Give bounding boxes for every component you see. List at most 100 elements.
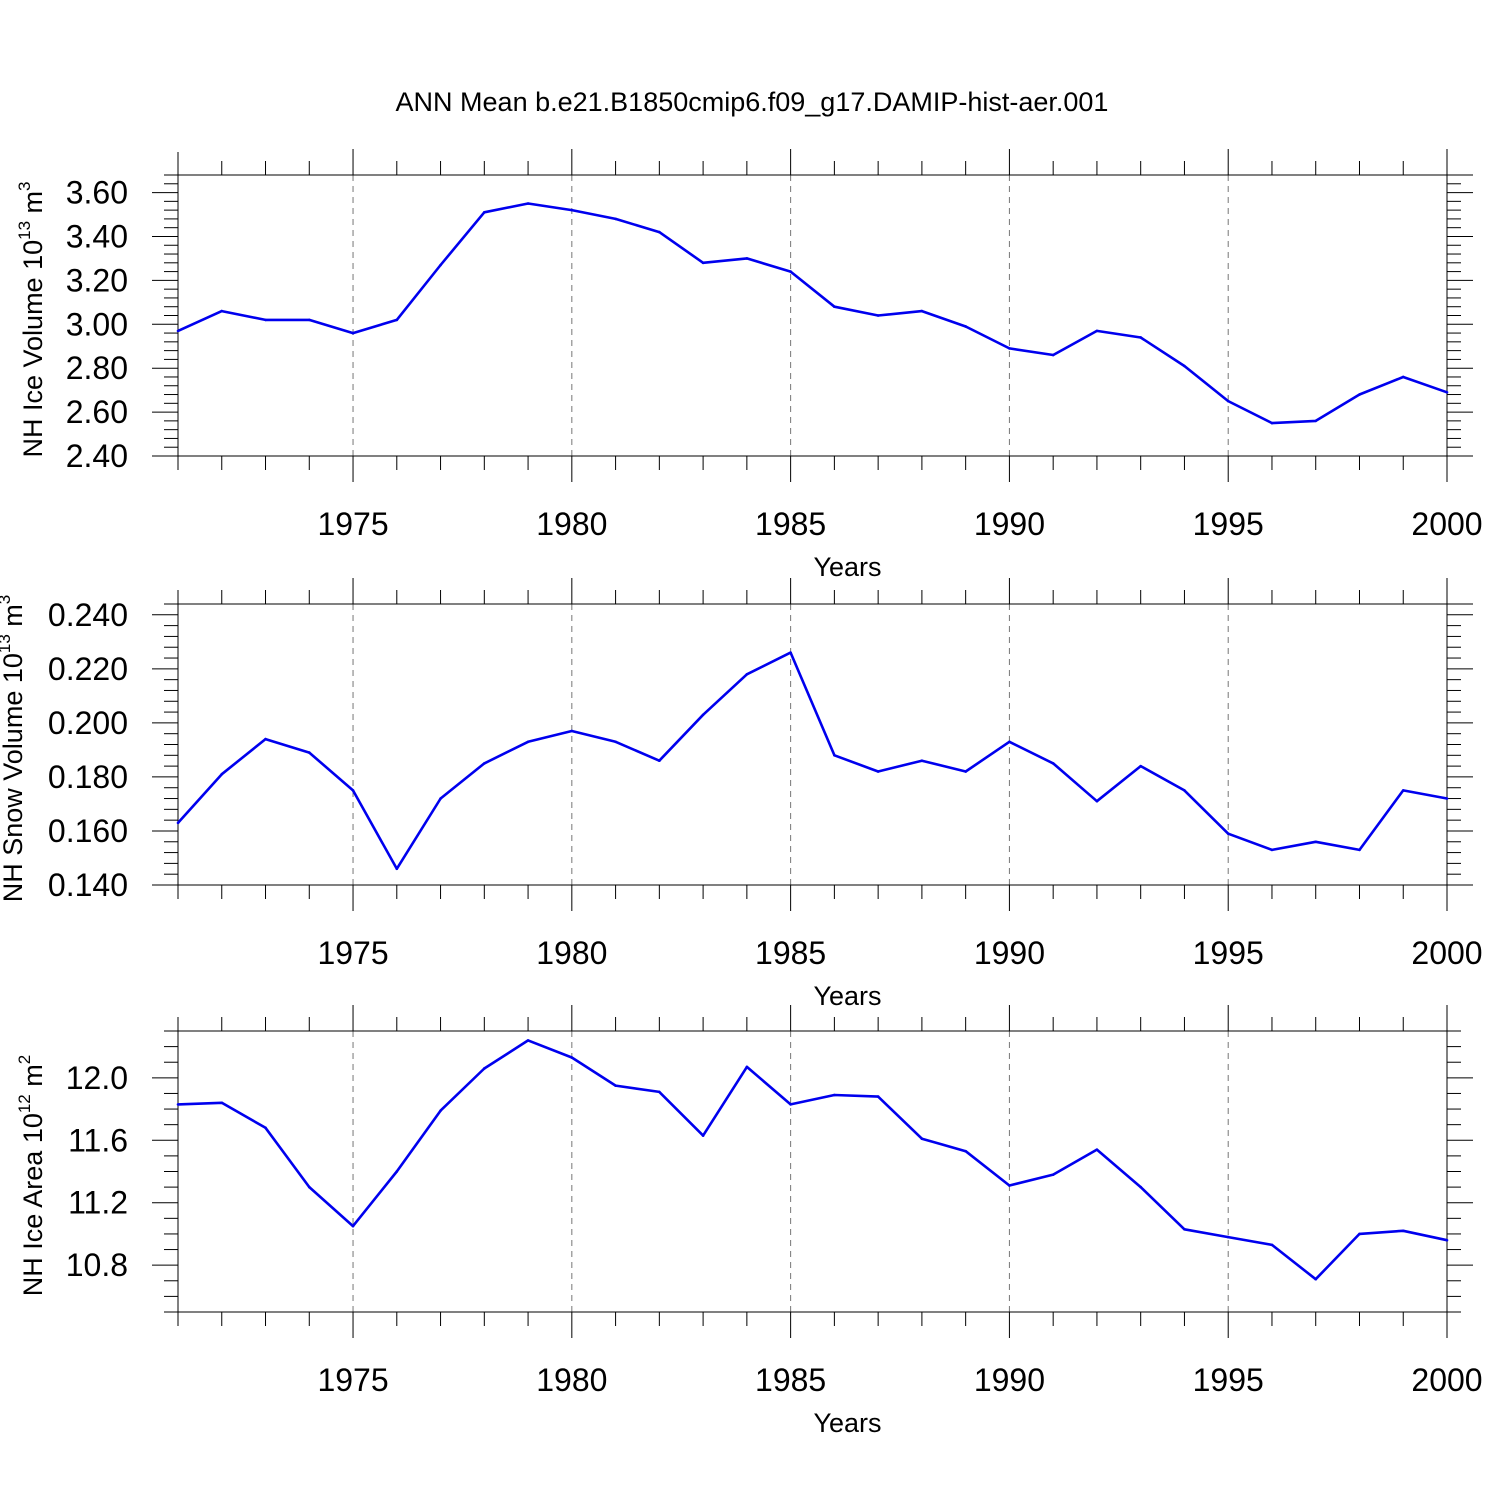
data-point (876, 770, 880, 773)
data-point (920, 1137, 924, 1141)
y-tick-label: 11.6 (68, 1122, 128, 1158)
data-point (920, 759, 924, 763)
data-point (1051, 1173, 1055, 1176)
y-tick-label: 0.180 (48, 759, 128, 795)
x-tick-label: 1985 (755, 506, 826, 542)
data-point (1270, 421, 1274, 425)
data-point (176, 821, 180, 825)
data-point (1401, 375, 1405, 379)
series-line (177, 1039, 1448, 1281)
data-point (220, 309, 224, 313)
y-axis-title-superscript: 12 (15, 1094, 34, 1113)
data-point (526, 202, 530, 205)
data-point (439, 1109, 442, 1112)
data-point (483, 211, 486, 214)
y-axis-title-superscript: 13 (0, 634, 14, 653)
y-axis-title-superscript: 13 (15, 221, 34, 240)
data-point (789, 1103, 792, 1106)
data-point (701, 713, 705, 717)
data-point (1183, 364, 1186, 368)
data-point (964, 770, 967, 773)
panel-ice-volume: 1975 1980 1985 1990 1995 2000 2.40 2.60 2.80 3.00… (15, 149, 1483, 582)
data-point (964, 1149, 967, 1153)
data-point (351, 1224, 355, 1228)
x-tick-label: 2000 (1411, 935, 1482, 971)
data-point (1314, 840, 1318, 844)
data-point (1445, 391, 1449, 394)
data-point (1139, 1185, 1142, 1189)
figure-title: ANN Mean b.e21.B1850cmip6.f09_g17.DAMIP-… (396, 87, 1109, 117)
data-point (526, 740, 530, 744)
x-axis-title: Years (813, 552, 881, 582)
data-point (526, 1039, 530, 1042)
data-point (833, 305, 836, 309)
data-point (1270, 848, 1274, 852)
x-tick-label: 1985 (755, 935, 826, 971)
y-axis-title-part: m (18, 1064, 48, 1094)
data-point (1270, 1243, 1274, 1247)
y-axis-title: NH Ice Volume 1013 m3 (15, 182, 48, 458)
data-point (1314, 1277, 1318, 1281)
data-point (614, 217, 617, 221)
data-point (701, 261, 705, 265)
y-tick-label: 2.60 (66, 394, 128, 430)
data-point (483, 1067, 486, 1070)
data-point (1183, 789, 1186, 792)
x-tick-label: 1980 (536, 506, 607, 542)
y-tick-label: 12.0 (66, 1060, 128, 1096)
data-point (1051, 762, 1055, 765)
data-point (1139, 764, 1142, 768)
y-tick-label: 10.8 (66, 1247, 128, 1283)
data-point (876, 1095, 880, 1098)
data-point (351, 789, 355, 792)
y-tick-label: 3.00 (66, 306, 128, 342)
data-point (395, 867, 399, 871)
data-point (833, 754, 836, 757)
data-point (176, 1103, 180, 1106)
data-point (920, 309, 924, 313)
data-point (658, 759, 661, 763)
x-tick-label: 1990 (974, 1362, 1045, 1398)
y-tick-label: 0.140 (48, 867, 128, 903)
y-axis-title: NH Snow Volume 1013 m3 (0, 595, 28, 903)
data-point (307, 751, 311, 754)
data-point (1095, 799, 1099, 803)
x-tick-label: 1995 (1193, 935, 1264, 971)
x-axis-title: Years (813, 1408, 881, 1438)
y-axis-title-superscript: 3 (15, 182, 34, 191)
data-point (220, 1101, 224, 1105)
y-tick-label: 3.20 (66, 262, 128, 298)
x-tick-label: 1990 (974, 506, 1045, 542)
y-axis-title-part: NH Snow Volume 10 (0, 653, 28, 902)
data-point (1139, 336, 1142, 339)
x-tick-label: 1980 (536, 935, 607, 971)
data-point (745, 257, 749, 260)
data-point (1051, 353, 1055, 357)
data-point (351, 331, 355, 335)
y-tick-label: 0.200 (48, 705, 128, 741)
data-point (745, 672, 749, 676)
data-point (964, 325, 967, 328)
data-point (1183, 1227, 1186, 1231)
x-tick-label: 1975 (317, 935, 388, 971)
data-point (1226, 832, 1230, 835)
series-line (177, 651, 1448, 871)
data-point (1358, 848, 1361, 852)
y-tick-label: 0.240 (48, 597, 128, 633)
data-point (1095, 329, 1099, 333)
x-tick-label: 1985 (755, 1362, 826, 1398)
data-point (570, 1056, 574, 1059)
data-point (1401, 789, 1405, 792)
data-point (1008, 740, 1011, 744)
y-tick-label: 3.60 (66, 175, 128, 211)
data-point (745, 1065, 749, 1069)
data-point (395, 1170, 399, 1173)
panel-ice-area: 1975 1980 1985 1990 1995 2000 10.8 11.2 11.6 12.0… (15, 1005, 1483, 1438)
x-tick-label: 2000 (1411, 506, 1482, 542)
y-axis-title-superscript: 2 (15, 1055, 34, 1064)
data-point (1226, 1235, 1230, 1239)
y-axis-title: NH Ice Area 1012 m2 (15, 1055, 48, 1296)
x-tick-label: 1980 (536, 1362, 607, 1398)
data-point (1401, 1229, 1405, 1233)
